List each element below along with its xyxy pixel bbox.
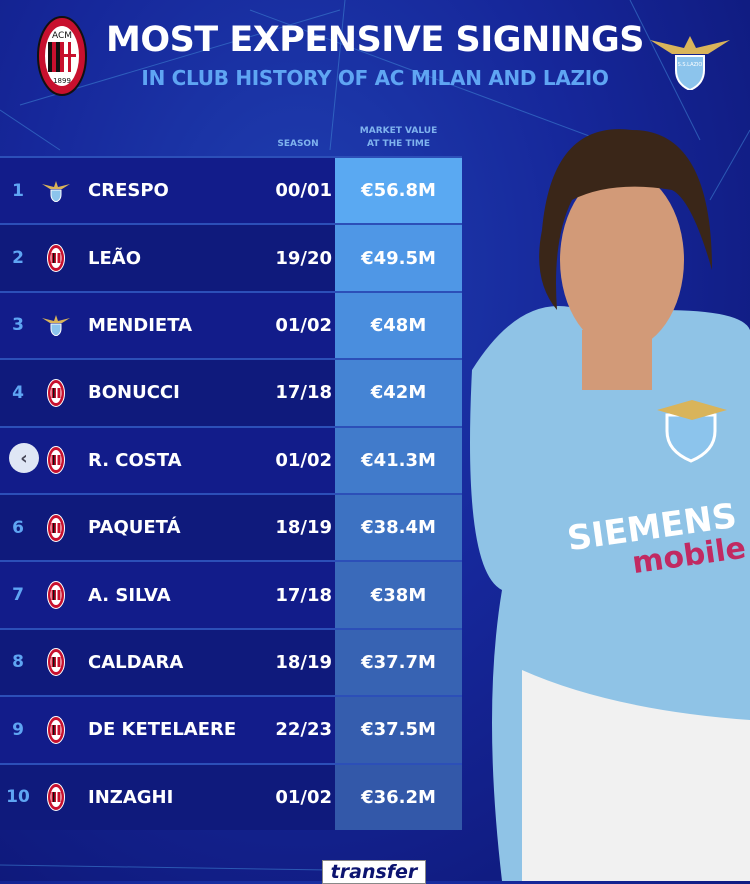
season: 18/19 [275, 651, 332, 673]
rank: 2 [12, 248, 24, 269]
rank: 3 [12, 315, 24, 336]
chevron-left-icon: ‹ [20, 447, 28, 469]
player-name: MENDIETA [88, 314, 193, 336]
rank: 10 [6, 787, 30, 808]
rank: 7 [12, 585, 24, 606]
season: 17/18 [275, 382, 332, 404]
table-row: 8 CALDARA 18/19 €37.7M [0, 627, 462, 696]
market-value: €37.5M [335, 697, 462, 763]
ac-milan-crest-icon [36, 581, 76, 610]
player-name: CRESPO [88, 180, 169, 202]
market-value: €38M [335, 562, 462, 628]
svg-text:1899: 1899 [53, 77, 71, 85]
ac-milan-crest-icon [36, 513, 76, 542]
season: 19/20 [275, 247, 332, 269]
rank: 1 [12, 180, 24, 201]
ac-milan-crest-icon: ACM 1899 [37, 16, 87, 96]
table-row: 7 A. SILVA 17/18 €38M [0, 560, 462, 628]
season: 18/19 [275, 517, 332, 539]
table-row: 5 R. COSTA 01/02 €41.3M [0, 425, 462, 493]
rank: 4 [12, 382, 24, 403]
header-line-2: AT THE TIME [366, 139, 431, 149]
season: 01/02 [275, 314, 332, 336]
market-value: €38.4M [335, 494, 462, 561]
rank: 8 [12, 652, 24, 673]
svg-text:S.S.LAZIO: S.S.LAZIO [678, 62, 703, 68]
table-row: 10 INZAGHI 01/02 €36.2M [0, 762, 462, 830]
signings-table: 1 CRESPO 00/01 €56.8M 2 LEÃO 19/20 €49.5M… [0, 156, 462, 830]
season: 22/23 [275, 719, 332, 741]
page-title: MOST EXPENSIVE SIGNINGS [105, 20, 645, 60]
market-value-column-header: MARKET VALUE AT THE TIME [335, 125, 462, 151]
season-column-header: SEASON [277, 139, 319, 149]
lazio-crest-icon: S.S.LAZIO [650, 36, 730, 90]
player-name: CALDARA [88, 651, 184, 673]
rank: 6 [12, 517, 24, 538]
player-photo: SIEMENS mobile [470, 129, 750, 881]
market-value: €37.7M [335, 629, 462, 696]
market-value: €49.5M [335, 225, 462, 291]
rank: 9 [12, 719, 24, 740]
table-row: 6 PAQUETÁ 18/19 €38.4M [0, 492, 462, 561]
market-value: €48M [335, 292, 462, 359]
back-button[interactable]: ‹ [9, 443, 39, 473]
player-name: PAQUETÁ [88, 517, 181, 539]
header-line-1: MARKET VALUE [359, 126, 438, 136]
table-row: 3 MENDIETA 01/02 €48M [0, 290, 462, 359]
player-name: BONUCCI [88, 382, 180, 404]
ac-milan-crest-icon [36, 244, 76, 273]
market-value: €42M [335, 360, 462, 426]
page-subtitle: IN CLUB HISTORY OF AC MILAN AND LAZIO [141, 66, 609, 90]
table-row: 9 DE KETELAERE 22/23 €37.5M [0, 695, 462, 763]
season: 00/01 [275, 180, 332, 202]
player-name: INZAGHI [88, 786, 174, 808]
lazio-crest-icon [36, 314, 76, 337]
market-value: €41.3M [335, 427, 462, 493]
lazio-crest-icon [36, 180, 76, 202]
ac-milan-crest-icon [36, 446, 76, 475]
market-value: €56.8M [335, 158, 462, 224]
season: 01/02 [275, 786, 332, 808]
table-row: 2 LEÃO 19/20 €49.5M [0, 223, 462, 291]
ac-milan-crest-icon [36, 715, 76, 744]
player-name: LEÃO [88, 247, 141, 269]
player-name: A. SILVA [88, 584, 171, 606]
table-row: 4 BONUCCI 17/18 €42M [0, 358, 462, 426]
season: 01/02 [275, 449, 332, 471]
player-name: R. COSTA [88, 449, 182, 471]
ac-milan-crest-icon [36, 783, 76, 812]
transfermarkt-logo: transfer [322, 860, 426, 884]
player-name: DE KETELAERE [88, 719, 237, 741]
table-row: 1 CRESPO 00/01 €56.8M [0, 156, 462, 224]
ac-milan-crest-icon [36, 648, 76, 677]
svg-text:ACM: ACM [52, 31, 72, 41]
season: 17/18 [275, 584, 332, 606]
market-value: €36.2M [335, 764, 462, 830]
ac-milan-crest-icon [36, 378, 76, 407]
